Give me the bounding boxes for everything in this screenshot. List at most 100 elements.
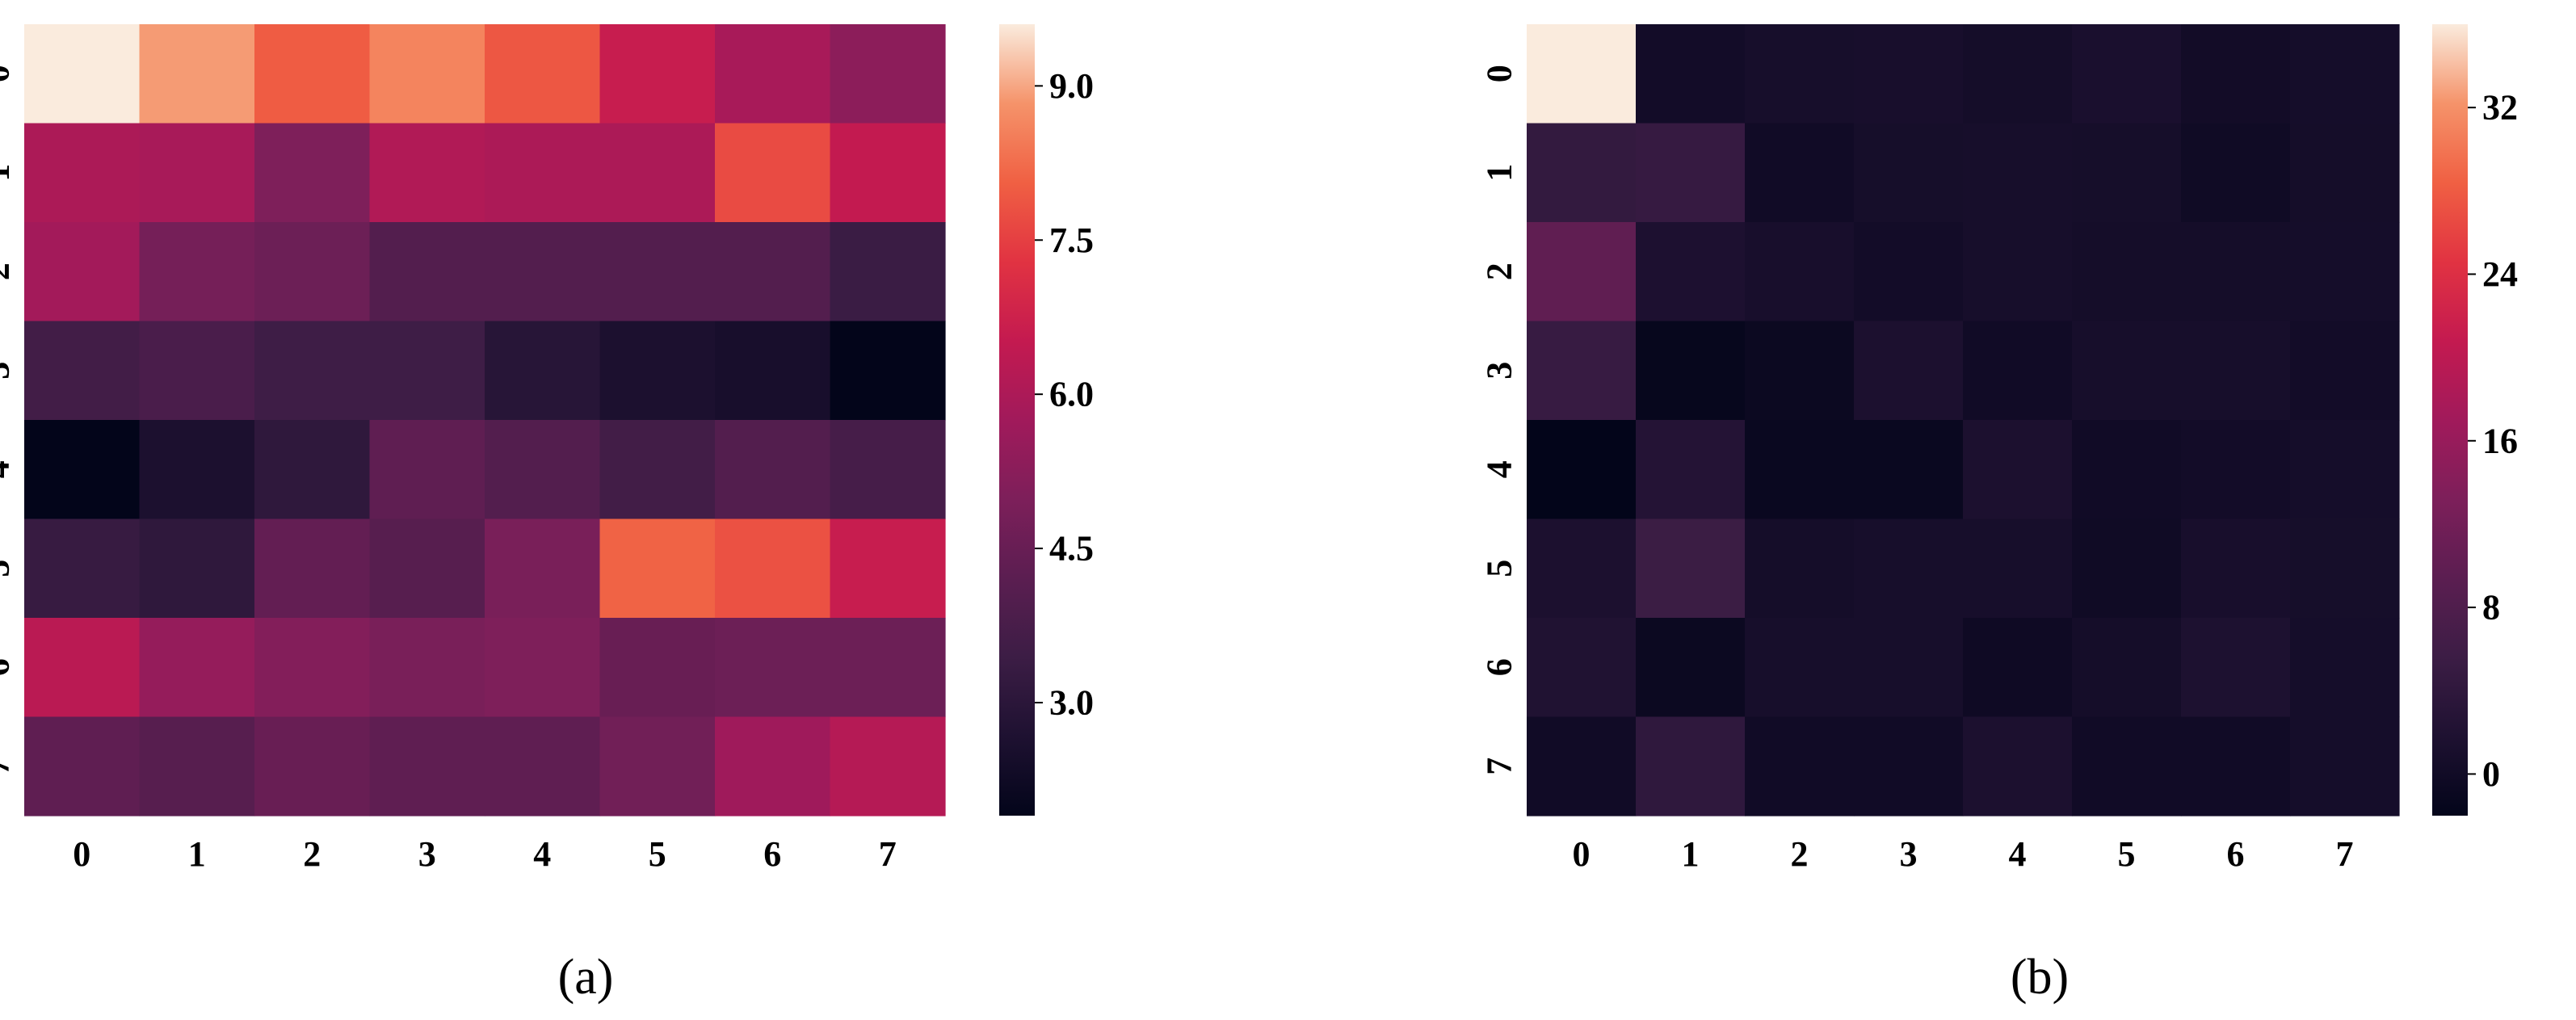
heatmap-cell [1854,518,1964,619]
heatmap-cell [254,420,371,520]
heatmap-cell [830,222,946,322]
heatmap-cell [2181,222,2291,322]
heatmap-cell [830,518,946,619]
heatmap-cell [2072,321,2182,421]
colorbar-tick-label: 6.0 [1049,375,1094,414]
heatmap-cell [2181,716,2291,816]
heatmap-cell [2072,518,2182,619]
heatmap-cell [139,321,255,421]
heatmap-cell [599,716,716,816]
column-tick-label: 0 [1573,834,1591,874]
heatmap-cell [2072,123,2182,223]
heatmap-cell [1636,420,1746,520]
heatmap-cell [1854,123,1964,223]
heatmap-cell [2181,321,2291,421]
heatmap-cell [2181,420,2291,520]
heatmap-cell [24,24,141,124]
row-tick-label: 3 [1480,362,1519,380]
heatmap-cell [715,716,831,816]
heatmap-cell [1527,123,1637,223]
heatmap-cell [254,321,371,421]
heatmap-cell [369,518,485,619]
row-tick-label: 6 [1480,658,1519,676]
column-tick-label: 7 [879,834,897,874]
row-tick-label: 5 [1480,560,1519,577]
heatmap-cell [1963,321,2073,421]
column-tick-label: 3 [1900,834,1918,874]
heatmap-cell [1745,716,1855,816]
heatmap-b-colorbar [2432,24,2468,816]
heatmap-cell [1745,24,1855,124]
heatmap-cell [830,123,946,223]
heatmap-a: 0 1 2 3 4 5 6 7 0 1 2 3 4 5 6 7 3.0 4.5 6.0 7.5 9.0 (a) [0,24,1094,1005]
heatmap-cell [485,420,601,520]
heatmap-cell [599,222,716,322]
row-tick-label: 0 [1480,65,1519,82]
row-tick-label: 0 [0,65,17,82]
colorbar-tick-label: 3.0 [1049,683,1094,723]
heatmap-cell [1854,222,1964,322]
heatmap-cell [599,123,716,223]
heatmap-cell [1527,420,1637,520]
heatmap-cell [139,518,255,619]
heatmap-cell [139,618,255,718]
heatmap-cell [485,716,601,816]
heatmap-b-column-labels: 0 1 2 3 4 5 6 7 [1573,834,2354,874]
heatmap-cell [715,123,831,223]
heatmap-cell [24,321,141,421]
caption-a: (a) [558,950,614,1005]
column-tick-label: 2 [303,834,321,874]
heatmap-cell [254,24,371,124]
heatmap-cell [485,618,601,718]
colorbar-tick-label: 8 [2482,588,2500,628]
heatmap-cell [1854,716,1964,816]
row-tick-label: 1 [0,164,17,182]
heatmap-cell [369,321,485,421]
column-tick-label: 6 [2227,834,2245,874]
column-tick-label: 3 [418,834,436,874]
column-tick-label: 5 [649,834,666,874]
colorbar-tick-label: 4.5 [1049,529,1094,569]
caption-b: (b) [2011,950,2069,1005]
heatmap-cell [1963,222,2073,322]
heatmap-cell [485,123,601,223]
heatmap-cell [599,518,716,619]
heatmap-cell [1854,24,1964,124]
heatmap-cell [369,24,485,124]
heatmap-cell [1854,618,1964,718]
heatmap-cell [24,618,141,718]
heatmap-cell [1854,321,1964,421]
heatmap-cell [24,518,141,619]
heatmap-cell [2072,24,2182,124]
column-tick-label: 6 [763,834,781,874]
row-tick-label: 6 [0,658,17,676]
heatmap-cell [599,24,716,124]
heatmap-b-colorbar-ticks: 0 8 16 24 32 [2468,88,2518,794]
heatmap-cell [1963,420,2073,520]
heatmap-cell [1636,518,1746,619]
heatmap-cell [830,420,946,520]
heatmap-cell [1963,618,2073,718]
row-tick-label: 5 [0,560,17,577]
heatmap-cell [715,222,831,322]
heatmap-cell [369,222,485,322]
heatmap-cell [1527,222,1637,322]
heatmap-b-row-labels: 0 1 2 3 4 5 6 7 [1480,65,1519,775]
heatmap-cell [24,222,141,322]
row-tick-label: 7 [1480,758,1519,775]
heatmap-cell [715,618,831,718]
heatmap-cell [2181,518,2291,619]
heatmap-a-row-labels: 0 1 2 3 4 5 6 7 [0,65,17,775]
heatmap-cell [1963,716,2073,816]
column-tick-label: 1 [188,834,206,874]
heatmap-cell [830,321,946,421]
heatmap-cell [1636,123,1746,223]
row-tick-label: 1 [1480,164,1519,182]
heatmap-cell [1636,618,1746,718]
heatmap-cell [715,24,831,124]
heatmap-cell [2290,420,2400,520]
heatmap-cell [1527,716,1637,816]
heatmap-cell [2290,321,2400,421]
row-tick-label: 2 [0,262,17,280]
heatmap-cell [485,24,601,124]
